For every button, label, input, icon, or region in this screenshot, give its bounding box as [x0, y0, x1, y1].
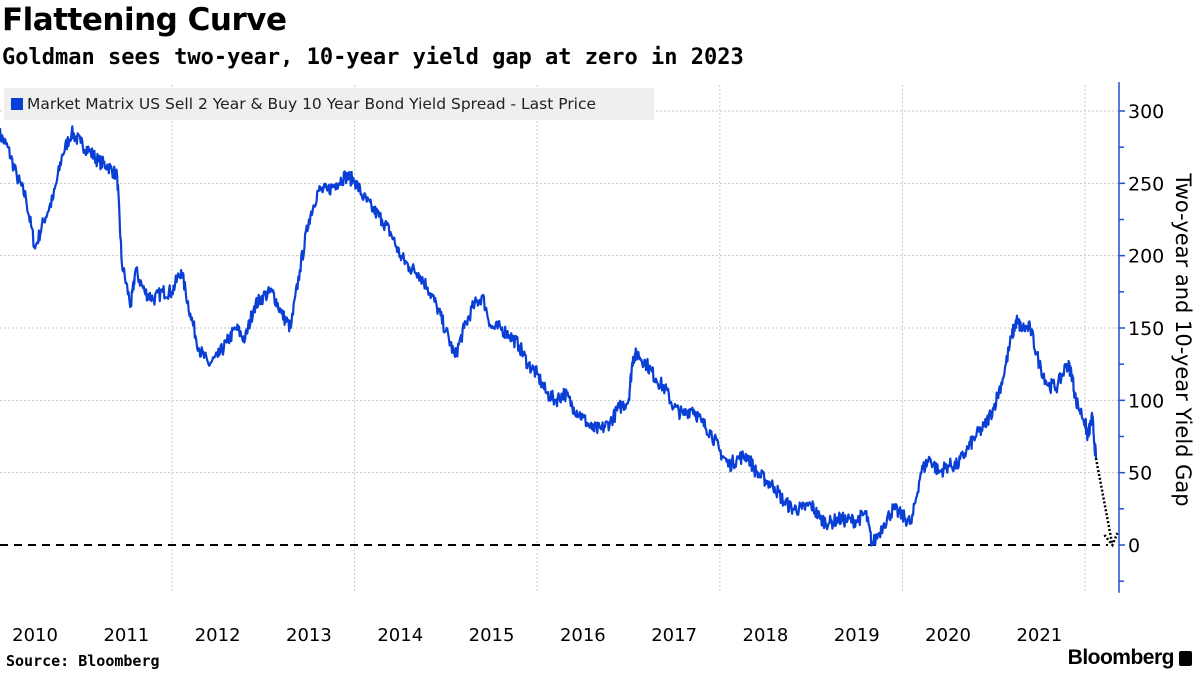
- x-tick-label: 2020: [925, 625, 971, 646]
- x-tick-label: 2013: [286, 625, 332, 646]
- x-tick-label: 2017: [651, 625, 697, 646]
- logo-mark-icon: [1179, 650, 1192, 666]
- x-ticks: 2010 2011 2012 2013 2014 2015 2016 2017 2018 2019…: [12, 625, 1062, 646]
- x-tick-label: 2014: [377, 625, 423, 646]
- chart-subtitle: Goldman sees two-year, 10-year yield gap…: [2, 45, 744, 70]
- y-tick-label: 0: [1128, 535, 1140, 557]
- x-tick-label: 2018: [743, 625, 789, 646]
- bloomberg-logo: Bloomberg: [1068, 646, 1192, 670]
- legend: Market Matrix US Sell 2 Year & Buy 10 Ye…: [4, 88, 654, 120]
- y-ticks: 0 50 100 150 200 250 300: [1119, 101, 1164, 582]
- x-tick-label: 2021: [1016, 625, 1062, 646]
- y-axis-label: Two-year and 10-year Yield Gap: [1171, 172, 1195, 506]
- y-tick-label: 250: [1128, 173, 1164, 195]
- y-tick-label: 150: [1128, 318, 1164, 340]
- x-tick-label: 2015: [469, 625, 515, 646]
- x-tick-label: 2019: [834, 625, 880, 646]
- chart-title: Flattening Curve: [2, 2, 287, 38]
- x-tick-label: 2011: [103, 625, 149, 646]
- projection-line: [1094, 457, 1119, 548]
- x-tick-label: 2016: [560, 625, 606, 646]
- y-tick-label: 200: [1128, 246, 1164, 268]
- series-line: [0, 125, 1098, 547]
- gridlines: [0, 85, 1119, 593]
- y-tick-label: 100: [1128, 390, 1164, 412]
- y-tick-label: 50: [1128, 463, 1152, 485]
- x-tick-label: 2012: [195, 625, 241, 646]
- legend-label: Market Matrix US Sell 2 Year & Buy 10 Ye…: [27, 95, 597, 113]
- legend-swatch: [11, 98, 23, 110]
- source-note: Source: Bloomberg: [6, 652, 160, 670]
- y-tick-label: 300: [1128, 101, 1164, 123]
- x-tick-label: 2010: [12, 625, 58, 646]
